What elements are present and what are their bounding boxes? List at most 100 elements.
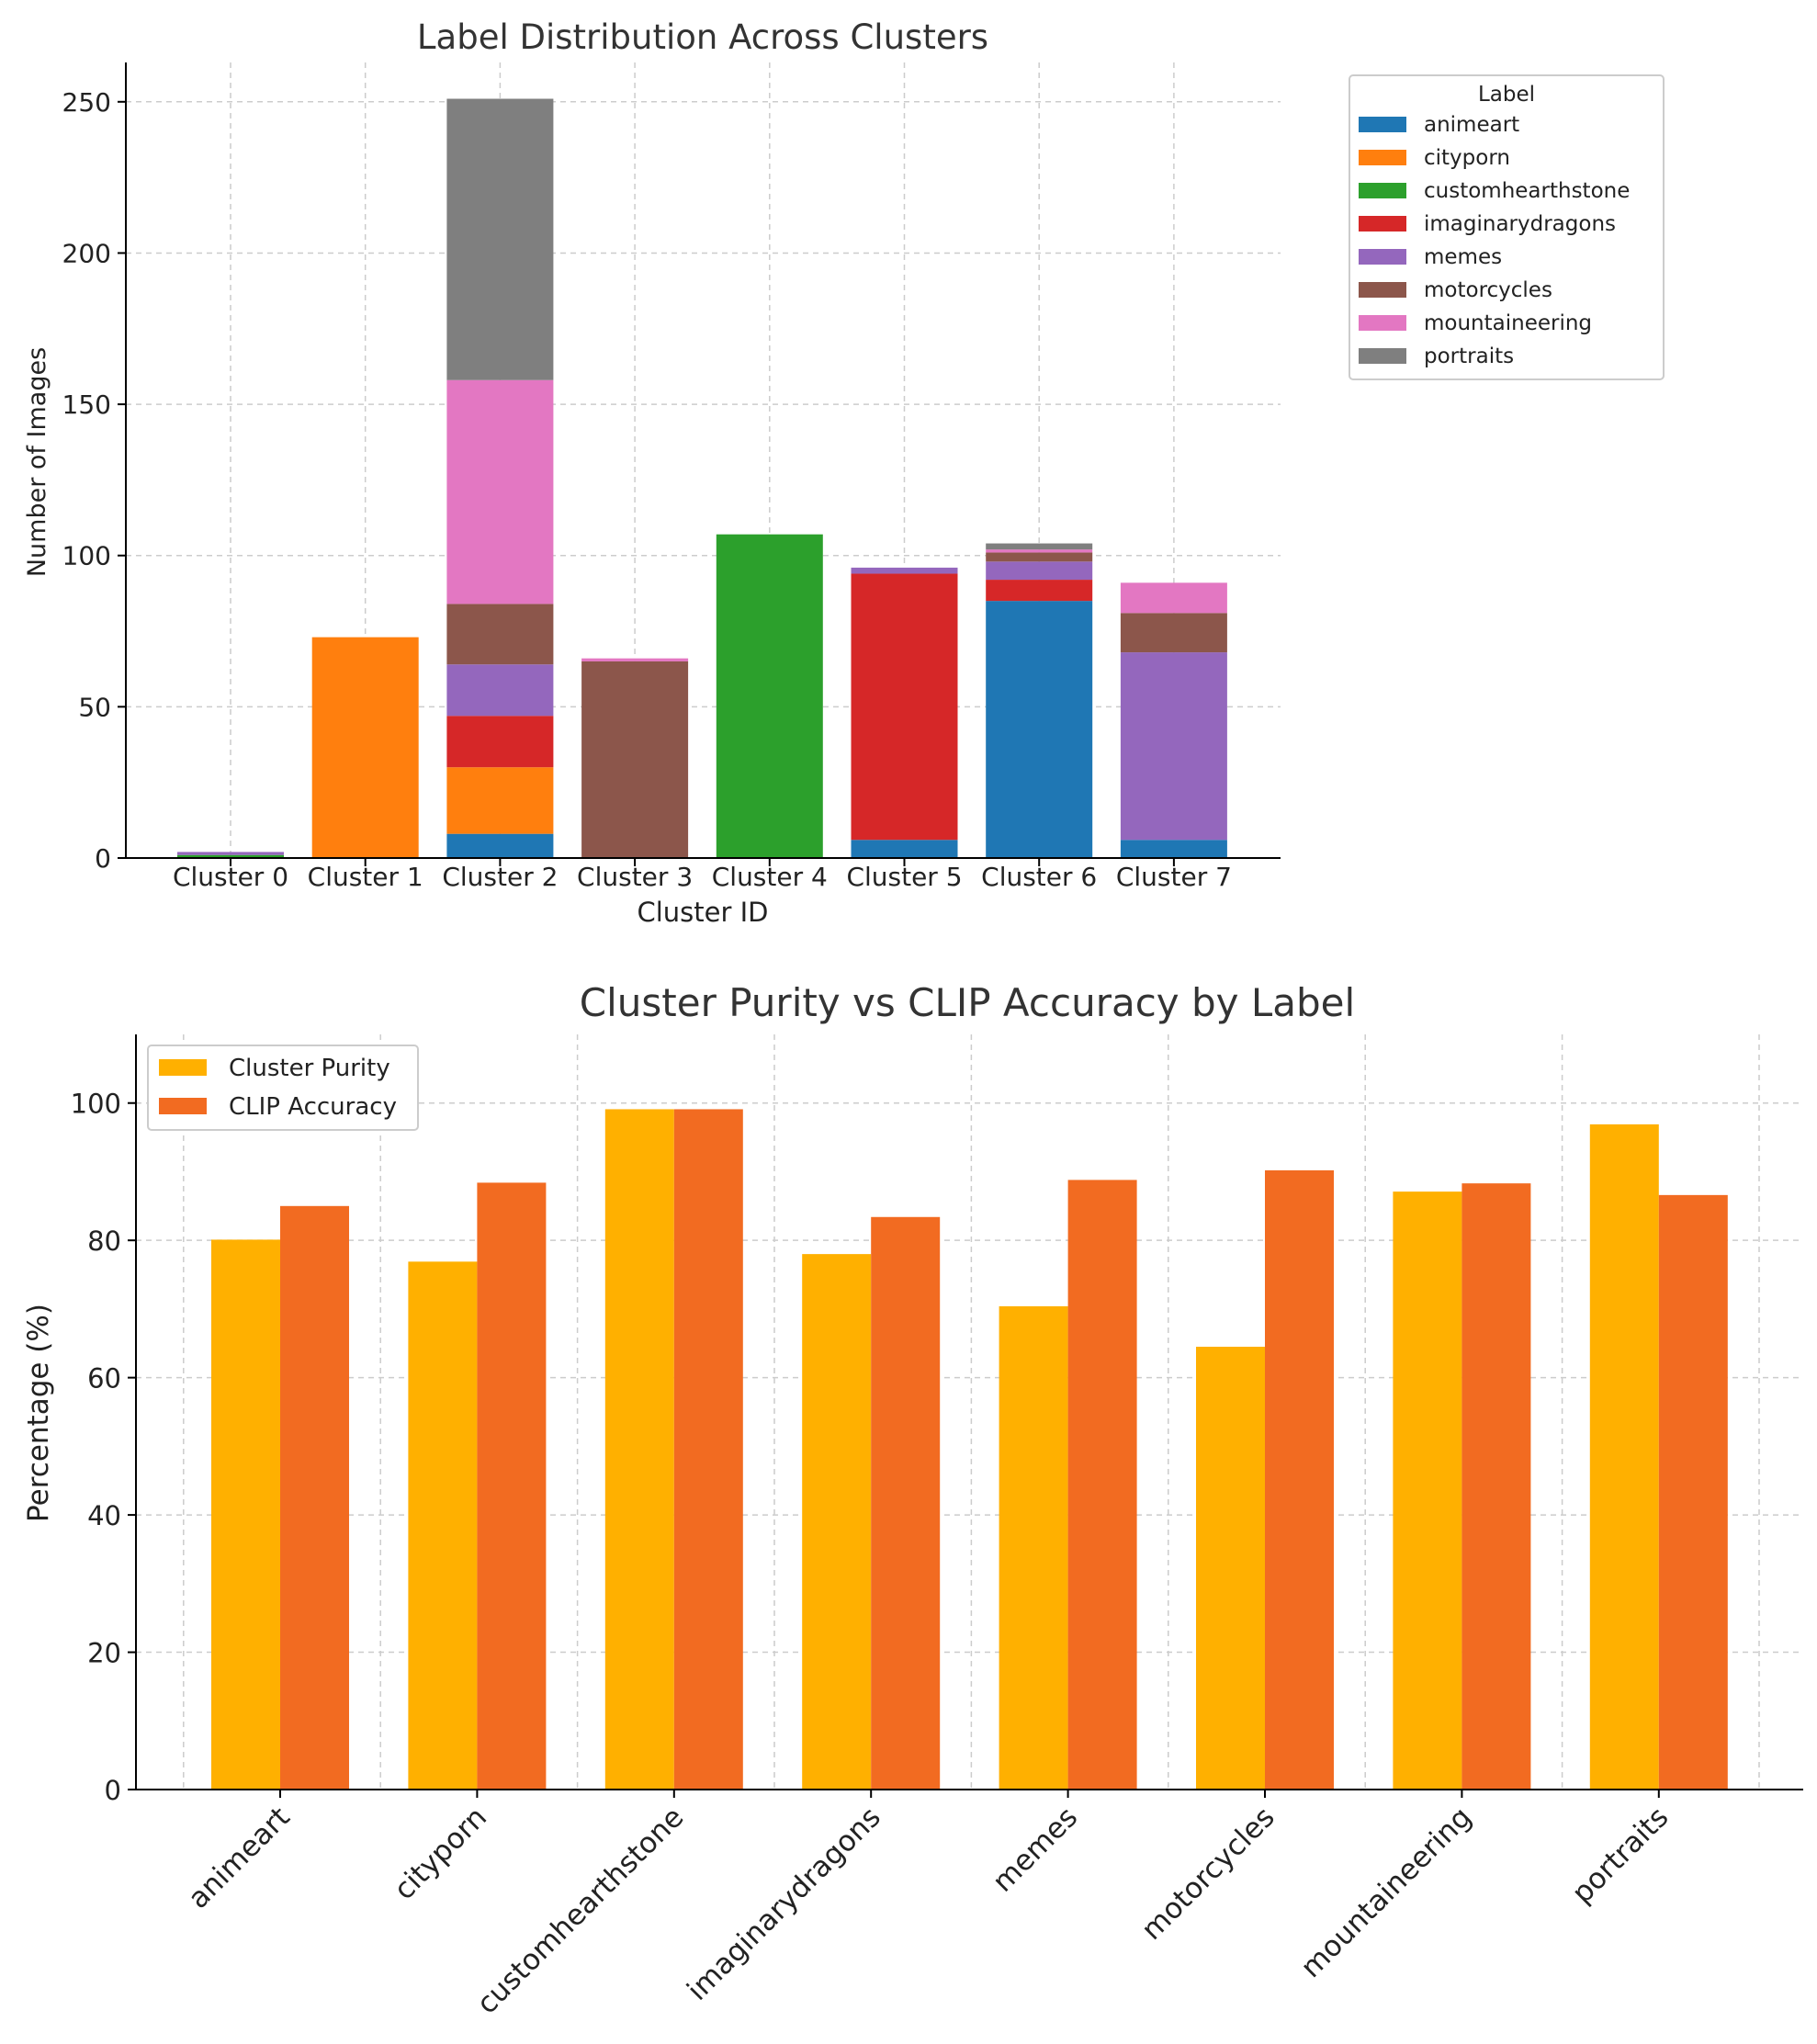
chart2-x-tick-label: memes <box>987 1801 1085 1899</box>
legend-label-imaginarydragons: imaginarydragons <box>1424 212 1616 236</box>
chart1-legend-items: animeart cityporn customhearthstone imagina… <box>1359 113 1630 368</box>
bar-cluster-5-imaginarydragons <box>851 573 958 841</box>
bar-imaginarydragons-cluster-purity <box>802 1254 872 1790</box>
bar-cluster-4-customhearthstone <box>716 534 823 858</box>
bar-cluster-7-mountaineering <box>1120 582 1227 614</box>
legend-swatch-cityporn <box>1359 150 1406 165</box>
chart1-x-axis-label: Cluster ID <box>637 897 768 928</box>
legend-label-motorcycles: motorcycles <box>1424 278 1552 302</box>
chart1-y-tick-label: 50 <box>78 692 111 722</box>
bar-cluster-0-customhearthstone <box>177 854 284 858</box>
bar-cluster-6-motorcycles <box>986 552 1093 562</box>
chart1-y-tick-label: 200 <box>62 238 111 268</box>
legend-label-portraits: portraits <box>1424 344 1514 368</box>
chart1-y-tick-label: 250 <box>62 87 111 118</box>
chart2-title: Cluster Purity vs CLIP Accuracy by Label <box>580 980 1355 1025</box>
bar-customhearthstone-clip-accuracy <box>673 1109 743 1790</box>
legend-swatch-memes <box>1359 249 1406 265</box>
bar-motorcycles-clip-accuracy <box>1265 1169 1334 1790</box>
bar-memes-cluster-purity <box>999 1305 1068 1790</box>
chart1-legend: Label animeart cityporn customhearthstone i… <box>1349 74 1665 380</box>
chart2-x-ticks: animeart cityporncustomhearthstoneimagina… <box>182 1790 1676 2021</box>
chart2-x-tick-label: cityporn <box>388 1801 493 1906</box>
bar-imaginarydragons-clip-accuracy <box>871 1216 941 1790</box>
chart2-x-tick-label: imaginarydragons <box>681 1801 887 2007</box>
legend-label-clip-accuracy: CLIP Accuracy <box>229 1093 397 1121</box>
bar-cityporn-clip-accuracy <box>477 1182 547 1790</box>
bar-cluster-2-motorcycles <box>446 604 554 665</box>
bar-animeart-cluster-purity <box>211 1239 280 1790</box>
bar-cluster-5-memes <box>851 567 958 574</box>
legend-label-animeart: animeart <box>1424 113 1519 137</box>
bar-cluster-2-animeart <box>446 833 554 858</box>
legend-label-memes: memes <box>1424 245 1502 269</box>
chart1-bars <box>177 98 1227 858</box>
legend-label-cityporn: cityporn <box>1424 146 1510 170</box>
bar-customhearthstone-cluster-purity <box>604 1109 674 1790</box>
chart1-x-ticks: Cluster 0 Cluster 1 Cluster 2 Cluster 3 Clus… <box>173 858 1232 892</box>
legend-swatch-animeart <box>1359 117 1406 132</box>
chart2-x-tick-label: portraits <box>1566 1801 1676 1910</box>
bar-portraits-cluster-purity <box>1589 1124 1659 1790</box>
chart1-y-tick-label: 0 <box>95 843 111 874</box>
chart2-y-tick-label: 60 <box>87 1363 121 1395</box>
bar-memes-clip-accuracy <box>1067 1180 1137 1790</box>
chart2-y-tick-label: 80 <box>87 1225 121 1257</box>
chart2-bars <box>211 1109 1728 1790</box>
bar-cluster-6-imaginarydragons <box>986 580 1093 602</box>
chart1-x-tick-label: Cluster 2 <box>442 862 558 892</box>
chart2-x-tick-label: mountaineering <box>1294 1801 1478 1984</box>
chart1-x-tick-label: Cluster 7 <box>1116 862 1232 892</box>
chart2-x-tick-label: motorcycles <box>1135 1801 1281 1947</box>
chart2-y-axis-label: Percentage (%) <box>22 1304 55 1522</box>
legend-swatch-portraits <box>1359 348 1406 364</box>
chart1-grid <box>126 62 1281 858</box>
chart2-x-tick-label: customhearthstone <box>470 1801 690 2020</box>
bar-cluster-2-imaginarydragons <box>446 716 554 768</box>
bar-motorcycles-cluster-purity <box>1196 1347 1265 1790</box>
legend-swatch-cluster-purity <box>159 1059 207 1076</box>
legend-swatch-mountaineering <box>1359 315 1406 331</box>
bar-cluster-7-memes <box>1120 652 1227 841</box>
chart1-title: Label Distribution Across Clusters <box>417 17 988 57</box>
bar-cluster-2-mountaineering <box>446 379 554 604</box>
chart1-x-tick-label: Cluster 0 <box>173 862 288 892</box>
chart1-x-tick-label: Cluster 4 <box>712 862 828 892</box>
chart1-legend-frame <box>1349 74 1665 380</box>
bar-cluster-6-memes <box>986 561 1093 581</box>
bar-cluster-7-animeart <box>1120 840 1227 858</box>
bar-cluster-7-motorcycles <box>1120 613 1227 653</box>
bar-cluster-2-cityporn <box>446 767 554 834</box>
legend-label-cluster-purity: Cluster Purity <box>229 1055 390 1082</box>
chart1-x-tick-label: Cluster 3 <box>577 862 693 892</box>
chart2-legend-items: Cluster Purity CLIP Accuracy <box>159 1055 397 1121</box>
chart2-y-tick-label: 40 <box>87 1500 121 1531</box>
chart2-x-tick-label: animeart <box>182 1801 297 1915</box>
legend-swatch-clip-accuracy <box>159 1098 207 1114</box>
chart1-x-tick-label: Cluster 6 <box>981 862 1097 892</box>
legend-swatch-imaginarydragons <box>1359 216 1406 232</box>
chart1-y-axis-label: Number of Images <box>23 347 51 577</box>
chart2-y-tick-label: 0 <box>105 1775 121 1806</box>
legend-swatch-motorcycles <box>1359 282 1406 298</box>
bar-cityporn-cluster-purity <box>408 1261 478 1790</box>
bar-cluster-0-memes <box>177 852 284 855</box>
chart1-y-tick-label: 150 <box>62 390 111 420</box>
chart1-x-tick-label: Cluster 1 <box>308 862 423 892</box>
bar-cluster-2-portraits <box>446 98 554 380</box>
chart1-x-tick-label: Cluster 5 <box>846 862 962 892</box>
purity-vs-accuracy-chart: Cluster Purity vs CLIP Accuracy by Label… <box>22 980 1803 2021</box>
bar-cluster-5-animeart <box>851 840 958 858</box>
chart2-y-ticks: 0 20 40 60 80 100 <box>71 1089 136 1806</box>
chart1-legend-title: Label <box>1478 83 1535 107</box>
bar-mountaineering-cluster-purity <box>1393 1191 1462 1790</box>
legend-label-customhearthstone: customhearthstone <box>1424 179 1630 203</box>
bar-cluster-3-motorcycles <box>581 661 689 858</box>
label-distribution-chart: Label Distribution Across Clusters 0 50 10… <box>23 17 1665 928</box>
chart1-y-ticks: 0 50 100 150 200 250 <box>62 87 126 874</box>
chart2-grid <box>136 1034 1803 1790</box>
bar-mountaineering-clip-accuracy <box>1462 1183 1531 1790</box>
bar-cluster-1-cityporn <box>311 637 419 858</box>
chart2-legend: Cluster Purity CLIP Accuracy <box>147 1045 419 1131</box>
